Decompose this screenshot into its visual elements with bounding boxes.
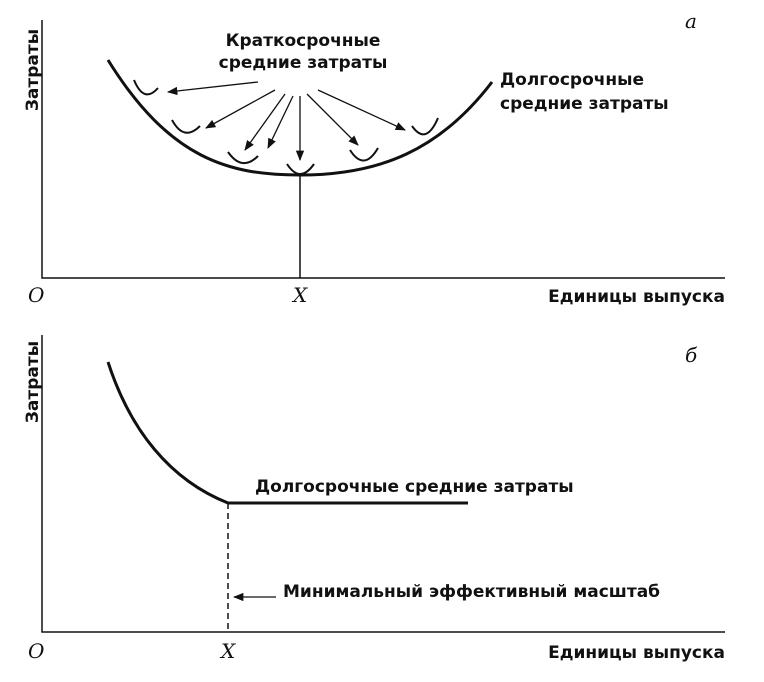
x-marker: X — [291, 283, 308, 307]
panel-letter: а — [685, 9, 697, 33]
axes — [41, 20, 725, 279]
long-run-label: средние затраты — [500, 94, 669, 114]
y-axis-label: Затраты — [23, 341, 43, 423]
panel-letter: б — [685, 343, 698, 367]
x-axis-label: Единицы выпуска — [548, 643, 725, 663]
axes — [41, 335, 725, 633]
short-run-label: средние затраты — [219, 53, 388, 73]
x-marker: X — [219, 639, 236, 663]
panel-a: а Затраты О X Единицы выпуска Краткосроч… — [23, 9, 725, 307]
origin: О — [28, 639, 44, 663]
arrows — [166, 81, 406, 162]
min-scale-label: Минимальный эффективный масштаб — [283, 582, 660, 602]
long-run-label: Долгосрочные — [500, 70, 644, 90]
x-axis-label: Единицы выпуска — [548, 287, 725, 307]
panel-b: б Затраты О X Единицы выпуска Долгосрочн… — [23, 335, 725, 663]
long-run-curve — [106, 361, 468, 505]
long-run-label: Долгосрочные средние затраты — [255, 477, 574, 497]
short-run-label: Краткосрочные — [226, 31, 381, 51]
short-run-curves — [133, 79, 439, 175]
y-axis-label: Затраты — [23, 29, 43, 111]
origin: О — [28, 283, 44, 307]
